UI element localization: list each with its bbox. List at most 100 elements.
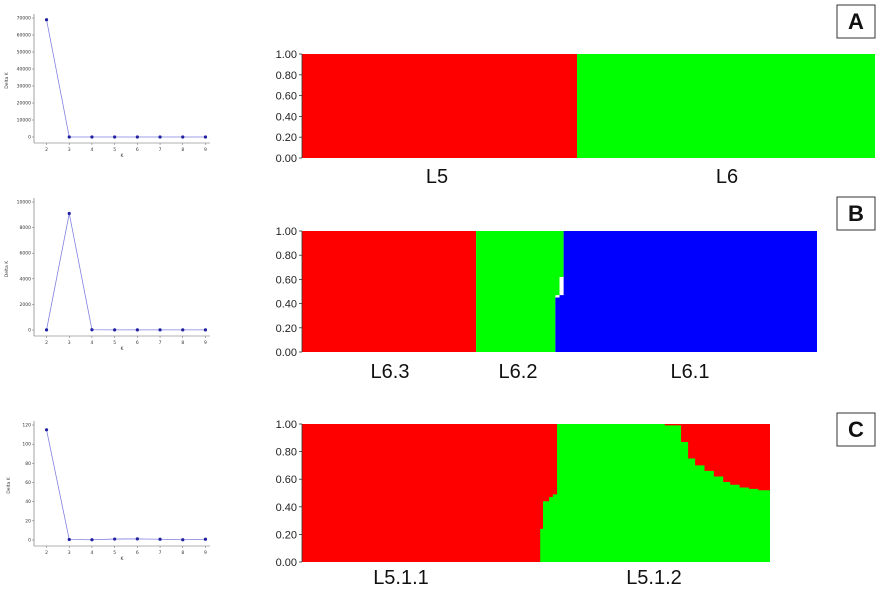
deltak-point	[181, 538, 185, 542]
structure-group-label: L5.1.1	[373, 567, 429, 589]
deltak-point	[135, 537, 139, 541]
structure-y-tick-label: 0.80	[276, 70, 297, 82]
deltak-x-tick-label: 4	[91, 550, 94, 556]
deltak-point	[181, 135, 185, 139]
deltak-x-tick-label: 5	[113, 550, 116, 556]
deltak-y-tick-label: 0	[28, 328, 31, 334]
deltak-series-line	[46, 429, 206, 541]
panel-label-box	[836, 412, 876, 447]
structure-group-label: L5	[426, 166, 448, 188]
deltak-y-tick-label: 20	[25, 518, 31, 524]
deltak-x-tick-label: 7	[159, 550, 162, 556]
deltak-x-tick-label: 7	[159, 340, 162, 346]
structure-y-tick-label: 0.60	[276, 91, 297, 103]
deltak-y-tick-label: 4000	[20, 276, 32, 282]
deltak-point	[90, 135, 94, 139]
structure-group-label: L6.3	[371, 361, 410, 383]
structure-y-tick-label: 0.60	[276, 474, 297, 486]
deltak-point	[181, 328, 185, 332]
structure-bar-cluster-l6-2	[476, 231, 564, 352]
structure-y-tick-label: 1.00	[276, 419, 297, 431]
structure-y-tick-label: 0.00	[276, 557, 297, 569]
structure-y-tick-label: 0.20	[276, 529, 297, 541]
deltak-y-tick-label: 8000	[20, 225, 32, 231]
deltak-x-tick-label: 7	[159, 147, 162, 153]
panel-label: C	[848, 417, 864, 442]
deltak-x-label: K	[121, 153, 125, 159]
deltak-y-tick-label: 0	[28, 538, 31, 544]
deltak-y-tick-label: 2000	[20, 302, 32, 308]
deltak-y-tick-label: 10000	[17, 118, 31, 124]
structure-group-label: L6.1	[671, 361, 710, 383]
structure-bar-cluster-l6-3	[302, 231, 477, 352]
structure-y-tick-label: 0.60	[276, 274, 297, 286]
deltak-x-tick-label: 5	[113, 340, 116, 346]
structure-bar-cluster-l6	[577, 54, 875, 158]
deltak-point	[90, 538, 94, 542]
deltak-point	[113, 135, 117, 139]
structure-y-tick-label: 0.40	[276, 299, 297, 311]
structure-y-tick-label: 0.20	[276, 323, 297, 335]
deltak-point	[158, 537, 162, 541]
deltak-y-tick-label: 80	[25, 461, 31, 467]
deltak-point	[67, 211, 71, 216]
deltak-point	[203, 328, 208, 332]
panel-label-box	[836, 4, 876, 39]
structure-y-tick-label: 0.80	[276, 250, 297, 262]
deltak-x-tick-label: 2	[45, 550, 48, 556]
deltak-y-tick-label: 60	[25, 480, 31, 486]
deltak-x-tick-label: 3	[68, 340, 71, 346]
structure-group-label: L6	[716, 166, 738, 188]
deltak-point	[44, 328, 49, 332]
deltak-x-tick-label: 4	[91, 340, 94, 346]
deltak-y-tick-label: 100	[22, 442, 31, 448]
structure-group-label: L6.2	[499, 361, 538, 383]
deltak-y-label: Delta K	[4, 71, 10, 88]
structure-group-label: L5.1.2	[626, 567, 682, 589]
structure-bar-cluster-l6-1	[555, 231, 817, 352]
deltak-y-tick-label: 120	[22, 423, 31, 429]
panel-label: A	[848, 9, 864, 34]
deltak-x-tick-label: 8	[181, 340, 184, 346]
deltak-point	[113, 328, 117, 332]
deltak-point	[135, 328, 139, 332]
panel-label: B	[848, 201, 864, 226]
deltak-x-tick-label: 3	[68, 550, 71, 556]
deltak-point	[158, 328, 162, 332]
deltak-x-tick-label: 6	[136, 147, 139, 153]
deltak-point	[67, 537, 71, 542]
structure-y-tick-label: 0.80	[276, 447, 297, 459]
deltak-y-tick-label: 20000	[17, 101, 31, 107]
structure-y-tick-label: 0.00	[276, 347, 297, 359]
structure-y-tick-label: 0.00	[276, 153, 297, 165]
deltak-y-tick-label: 10000	[17, 200, 31, 206]
deltak-x-tick-label: 6	[136, 550, 139, 556]
deltak-y-tick-label: 60000	[17, 33, 31, 39]
structure-y-tick-label: 1.00	[276, 49, 297, 61]
deltak-point	[44, 18, 49, 22]
deltak-x-tick-label: 9	[204, 147, 207, 153]
deltak-y-tick-label: 6000	[20, 251, 32, 257]
structure-y-tick-label: 0.40	[276, 502, 297, 514]
deltak-y-tick-label: 50000	[17, 50, 31, 56]
deltak-x-tick-label: 8	[181, 147, 184, 153]
deltak-point	[113, 537, 117, 541]
deltak-x-label: K	[121, 346, 125, 352]
deltak-y-tick-label: 70000	[17, 16, 31, 22]
deltak-x-tick-label: 3	[68, 147, 71, 153]
deltak-x-tick-label: 2	[45, 147, 48, 153]
deltak-point	[44, 428, 49, 432]
deltak-y-tick-label: 0	[28, 135, 31, 141]
deltak-x-tick-label: 9	[204, 340, 207, 346]
deltak-x-tick-label: 6	[136, 340, 139, 346]
deltak-y-tick-label: 40000	[17, 67, 31, 73]
deltak-x-tick-label: 4	[91, 147, 94, 153]
deltak-x-tick-label: 8	[181, 550, 184, 556]
deltak-point	[158, 135, 162, 139]
structure-bar-cluster-l5-1-2	[540, 424, 770, 562]
panel-label-box	[836, 196, 876, 231]
structure-y-tick-label: 0.40	[276, 111, 297, 123]
deltak-point	[135, 135, 139, 139]
structure-bar-cluster-l5	[302, 54, 578, 158]
